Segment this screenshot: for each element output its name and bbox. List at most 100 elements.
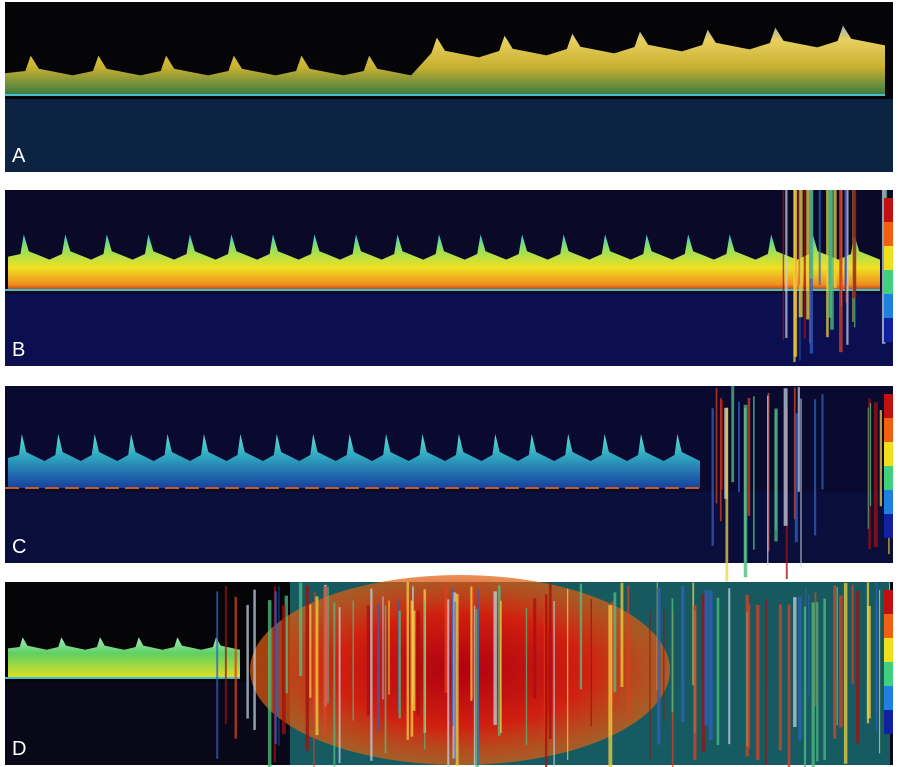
artifact-streak <box>306 586 310 751</box>
artifact-streak <box>382 596 383 699</box>
artifact-streak <box>815 592 817 706</box>
artifact-streak <box>844 190 846 286</box>
artifact-streak <box>879 590 880 753</box>
artifact-streak <box>765 599 767 765</box>
artifact-streak <box>327 586 329 703</box>
artifact-streak <box>493 591 496 725</box>
artifact-streak <box>876 582 877 732</box>
artifact-streak <box>809 190 813 279</box>
artifact-streak <box>424 600 425 749</box>
artifact-blob <box>250 575 670 765</box>
artifact-streak <box>812 602 815 767</box>
artifact-streak <box>275 591 277 744</box>
artifact-streak <box>367 605 370 715</box>
artifact-streak <box>399 611 401 719</box>
color-scale <box>884 318 893 342</box>
artifact-streak <box>717 598 720 745</box>
artifact-streak <box>313 611 314 767</box>
artifact-streak <box>451 588 453 726</box>
artifact-streak <box>720 398 722 521</box>
artifact-streak <box>814 399 816 535</box>
artifact-streak <box>553 601 554 767</box>
color-scale <box>884 270 893 294</box>
artifact-streak <box>783 190 784 340</box>
color-scale <box>884 638 893 662</box>
artifact-streak <box>839 595 843 727</box>
artifact-streak <box>649 610 650 759</box>
artifact-streak <box>333 602 335 766</box>
panel: B <box>5 190 893 366</box>
artifact-streak <box>804 190 806 338</box>
panel: A <box>5 2 893 172</box>
artifact-streak <box>621 583 624 687</box>
color-scale <box>884 394 893 418</box>
lower-band <box>5 294 893 366</box>
artifact-streak <box>709 590 713 740</box>
artifact-streak <box>804 607 806 767</box>
artifact-streak <box>725 408 728 582</box>
artifact-streak <box>526 608 527 745</box>
artifact-streak <box>844 583 847 764</box>
figure: ABCD <box>0 0 898 767</box>
artifact-streak <box>672 598 674 712</box>
artifact-streak <box>444 585 447 693</box>
artifact-streak <box>411 601 414 737</box>
artifact-streak <box>798 387 800 492</box>
artifact-streak <box>794 190 797 357</box>
artifact-streak <box>580 584 582 690</box>
artifact-streak <box>839 190 842 352</box>
artifact-streak <box>216 591 218 758</box>
artifact-streak <box>407 582 409 740</box>
artifact-streak <box>738 402 740 492</box>
artifact-streak <box>352 601 353 721</box>
artifact-streak <box>793 597 796 727</box>
artifact-streak <box>798 596 801 740</box>
artifact-streak <box>874 402 878 547</box>
artifact-streak <box>784 388 788 526</box>
artifact-streak <box>500 601 502 733</box>
artifact-streak <box>282 605 286 733</box>
artifact-streak <box>880 410 882 506</box>
artifact-streak <box>767 396 768 566</box>
artifact-streak <box>309 605 311 698</box>
artifact-streak <box>744 405 748 577</box>
artifact-streak <box>339 607 341 763</box>
artifact-streak <box>253 590 255 730</box>
color-scale <box>884 246 893 270</box>
artifact-streak <box>870 403 871 506</box>
artifact-streak <box>834 190 837 288</box>
artifact-streak <box>417 610 420 715</box>
color-scale <box>884 222 893 246</box>
artifact-streak <box>315 596 318 735</box>
panel-label: A <box>12 145 26 167</box>
artifact-streak <box>545 594 547 767</box>
color-scale <box>884 294 893 318</box>
artifact-streak <box>753 396 755 549</box>
artifact-streak <box>716 388 718 503</box>
artifact-streak <box>852 585 854 684</box>
lower-band <box>5 492 893 563</box>
color-scale <box>884 442 893 466</box>
artifact-streak <box>779 604 782 750</box>
artifact-streak <box>567 589 568 760</box>
artifact-streak <box>377 604 380 732</box>
artifact-streak <box>799 190 800 285</box>
artifact-streak <box>663 610 664 721</box>
color-scale <box>884 710 893 734</box>
artifact-streak <box>544 596 545 744</box>
artifact-streak <box>819 190 821 285</box>
artifact-streak <box>246 605 248 719</box>
artifact-streak <box>533 598 536 698</box>
artifact-streak <box>235 597 237 739</box>
artifact-streak <box>370 589 372 761</box>
artifact-streak <box>867 582 869 723</box>
color-scale <box>884 466 893 490</box>
artifact-streak <box>853 190 857 298</box>
artifact-streak <box>299 582 302 676</box>
artifact-streak <box>225 586 227 724</box>
color-scale <box>884 514 893 538</box>
artifact-streak <box>591 599 592 726</box>
panel: C <box>5 386 893 582</box>
color-scale <box>884 686 893 710</box>
